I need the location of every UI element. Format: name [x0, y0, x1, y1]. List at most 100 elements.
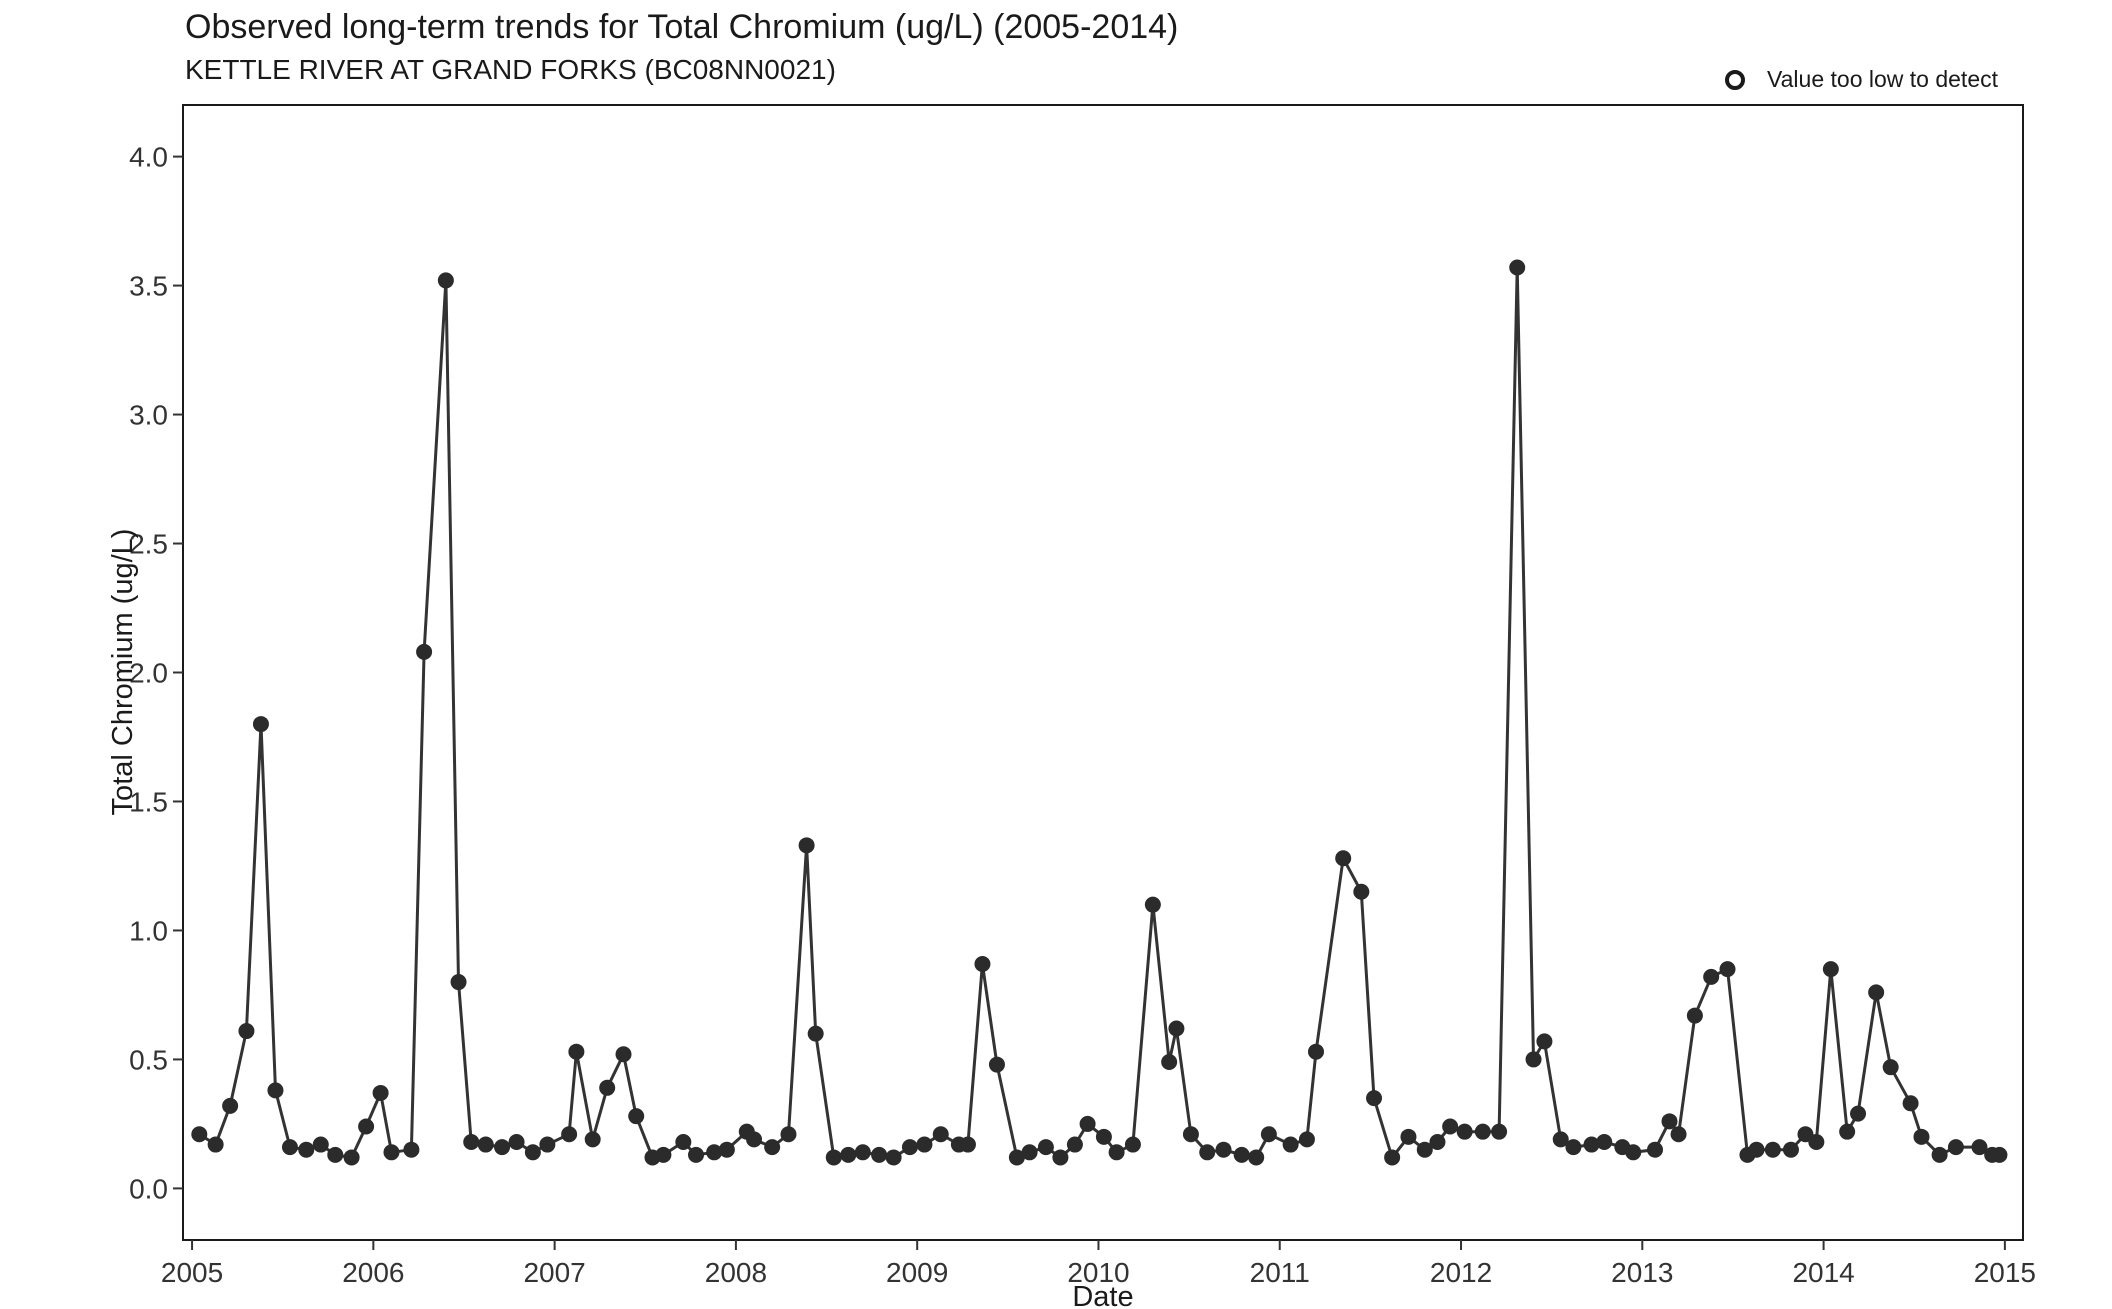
y-axis-title: Total Chromium (ug/L) [107, 529, 139, 816]
data-point [561, 1126, 578, 1143]
data-point [1991, 1146, 2008, 1163]
legend: Value too low to detect [1725, 66, 1998, 93]
data-point [1596, 1133, 1613, 1150]
x-tick-label: 2014 [1792, 1257, 1854, 1288]
data-point [655, 1146, 672, 1163]
data-point [1670, 1126, 1687, 1143]
data-point [988, 1056, 1005, 1073]
data-point [494, 1139, 511, 1156]
y-tick-label: 0.0 [129, 1173, 168, 1204]
x-tick-label: 2005 [161, 1257, 223, 1288]
data-point [1536, 1033, 1553, 1050]
data-point [437, 272, 454, 289]
y-tick-label: 1.5 [129, 786, 168, 817]
data-point [450, 974, 467, 991]
data-point [372, 1084, 389, 1101]
data-point [191, 1126, 208, 1143]
data-point [1095, 1128, 1112, 1145]
data-point [1416, 1141, 1433, 1158]
data-point [1913, 1128, 1930, 1145]
y-tick-label: 2.0 [129, 658, 168, 689]
data-point [1456, 1123, 1473, 1140]
data-point [1719, 961, 1736, 978]
data-point [358, 1118, 375, 1135]
data-point [1625, 1144, 1642, 1161]
data-point [1565, 1139, 1582, 1156]
data-point [1808, 1133, 1825, 1150]
data-point [901, 1139, 918, 1156]
data-point [298, 1141, 315, 1158]
data-point [1429, 1133, 1446, 1150]
data-point [1335, 850, 1352, 867]
data-point [524, 1144, 541, 1161]
chart-title: Observed long-term trends for Total Chro… [185, 8, 1179, 46]
y-tick-label: 2.5 [129, 529, 168, 560]
x-tick-label: 2009 [886, 1257, 948, 1288]
data-point [615, 1046, 632, 1063]
data-point [1509, 259, 1526, 276]
data-point [1782, 1141, 1799, 1158]
y-axis: 0.0 0.5 1.0 1.5 2.0 2.5 3.0 3.5 4.0 [129, 142, 183, 1204]
data-point [1168, 1020, 1185, 1037]
x-tick-label: 2012 [1430, 1257, 1492, 1288]
data-point [383, 1144, 400, 1161]
data-point [238, 1023, 255, 1040]
data-point [798, 837, 815, 854]
data-point [267, 1082, 284, 1099]
data-point [1647, 1141, 1663, 1158]
data-point [1052, 1149, 1069, 1166]
data-point [764, 1139, 781, 1156]
data-point [1822, 961, 1839, 978]
data-point [807, 1025, 824, 1042]
data-point [1971, 1139, 1988, 1156]
x-tick-label: 2006 [342, 1257, 404, 1288]
data-point [1366, 1090, 1383, 1107]
data-point [252, 716, 269, 733]
data-point [1400, 1128, 1417, 1145]
data-point [1764, 1141, 1781, 1158]
y-tick-label: 1.0 [129, 915, 168, 946]
data-point [1902, 1095, 1919, 1112]
data-point [1491, 1123, 1508, 1140]
y-tick-label: 3.0 [129, 400, 168, 431]
y-tick-label: 4.0 [129, 142, 168, 173]
data-point [1308, 1043, 1325, 1060]
data-point [1037, 1139, 1054, 1156]
data-point [1282, 1136, 1299, 1153]
data-point [1583, 1136, 1600, 1153]
data-point [718, 1141, 735, 1158]
data-point [854, 1144, 871, 1161]
data-point [706, 1144, 723, 1161]
data-point [343, 1149, 360, 1166]
data-point [871, 1146, 888, 1163]
data-point [463, 1133, 480, 1150]
data-point [1882, 1059, 1899, 1076]
series-layer [191, 259, 2008, 1166]
data-point [932, 1126, 949, 1143]
data-point [840, 1146, 857, 1163]
data-point [1248, 1149, 1265, 1166]
data-point [327, 1146, 344, 1163]
x-axis-title: Date [1072, 1281, 1133, 1309]
legend-label: Value too low to detect [1767, 66, 1998, 92]
data-point [599, 1079, 616, 1096]
data-point [1161, 1054, 1178, 1071]
data-point [568, 1043, 585, 1060]
data-point [1182, 1126, 1199, 1143]
data-point [974, 955, 991, 972]
data-point [688, 1146, 705, 1163]
data-point [1298, 1131, 1315, 1148]
data-point [780, 1126, 797, 1143]
x-axis: 2005 2006 2007 2008 2009 2010 2011 2012 2013 2014… [161, 1240, 2036, 1288]
data-point [1353, 883, 1370, 900]
data-point [1839, 1123, 1856, 1140]
data-point [281, 1139, 298, 1156]
x-tick-label: 2007 [523, 1257, 585, 1288]
y-tick-label: 0.5 [129, 1044, 168, 1075]
data-point [1233, 1146, 1250, 1163]
data-point [1947, 1139, 1964, 1156]
data-point [312, 1136, 329, 1153]
data-point [1108, 1144, 1125, 1161]
data-point [1215, 1141, 1232, 1158]
